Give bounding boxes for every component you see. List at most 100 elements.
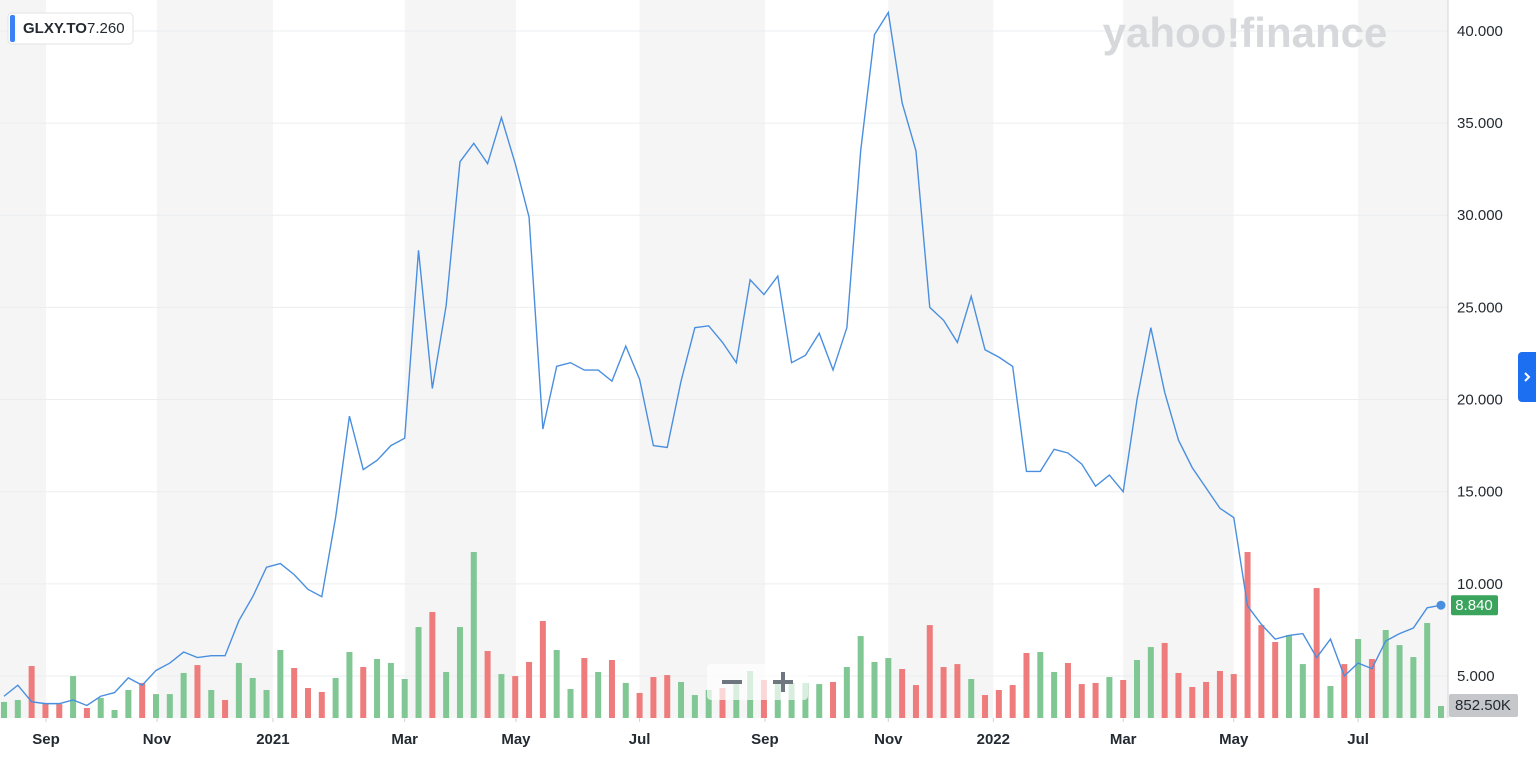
- volume-bar: [194, 665, 201, 718]
- volume-bar: [1341, 664, 1348, 718]
- x-tick-label: Nov: [143, 731, 172, 748]
- volume-bar: [995, 689, 1002, 718]
- volume-bar: [926, 625, 933, 718]
- price-line: [3, 10, 1442, 707]
- volume-bar: [97, 698, 104, 718]
- volume-bar: [885, 658, 892, 718]
- last-price-label: 8.840: [1455, 597, 1493, 614]
- volume-bar: [595, 671, 602, 718]
- volume-bar: [899, 669, 906, 718]
- last-price-tag: [1451, 595, 1498, 616]
- volume-bar: [1410, 657, 1417, 718]
- volume-bar: [374, 659, 381, 718]
- volume-bar: [526, 661, 533, 718]
- month-band: [888, 0, 994, 718]
- zoom-controls: [707, 664, 808, 700]
- volume-bar: [152, 694, 159, 718]
- volume-bar: [291, 668, 298, 718]
- volume-bar: [56, 704, 63, 718]
- side-panel-toggle[interactable]: [1518, 352, 1536, 402]
- volume-bar: [691, 695, 698, 718]
- quote: 7.260: [87, 20, 125, 37]
- volume-bar: [263, 689, 270, 718]
- last-volume-tag: [1449, 694, 1518, 717]
- volume-bar: [277, 650, 284, 718]
- month-band: [1358, 0, 1448, 718]
- volume-bar: [1313, 588, 1320, 718]
- volume-bar: [139, 682, 146, 718]
- volume-bar: [1216, 670, 1223, 718]
- month-band: [1123, 0, 1234, 718]
- x-tick-label: Sep: [751, 731, 779, 748]
- volume-bar: [1424, 622, 1431, 718]
- x-tick-label: Mar: [391, 731, 418, 748]
- volume-bar: [1134, 659, 1141, 718]
- x-tick-label: Sep: [32, 731, 60, 748]
- volume-bar: [401, 679, 408, 718]
- toggle-arrow[interactable]: [1524, 372, 1531, 382]
- volume-bar: [1189, 687, 1196, 718]
- volume-bar: [429, 611, 436, 718]
- volume-bar: [1023, 652, 1030, 718]
- zoom-in[interactable]: [773, 672, 793, 692]
- volume-bar: [1368, 659, 1375, 718]
- volume-bar: [498, 674, 505, 718]
- volume-bar: [1120, 679, 1127, 718]
- volume-bar: [1396, 645, 1403, 718]
- toggle-bg[interactable]: [1518, 352, 1536, 402]
- volume-bar: [1286, 635, 1293, 718]
- y-tick-label: 20.000: [1457, 392, 1503, 409]
- x-tick-label: Jul: [629, 731, 651, 748]
- volume-bar: [608, 659, 615, 718]
- last-point: [1436, 600, 1446, 610]
- volume-bar: [1355, 639, 1362, 718]
- volume-bar: [622, 682, 629, 718]
- volume-bar: [912, 685, 919, 718]
- volume-bar: [70, 676, 77, 718]
- y-tick-label: 10.000: [1457, 576, 1503, 593]
- volume-bar: [1106, 677, 1113, 718]
- volume-bar: [249, 678, 256, 718]
- volume-bar: [802, 682, 809, 718]
- x-tick-label: Nov: [874, 731, 903, 748]
- volume-bar: [539, 620, 546, 718]
- volume-bar: [1147, 647, 1154, 718]
- zoom-out[interactable]: [722, 680, 742, 684]
- volume-bar: [1382, 630, 1389, 718]
- volume-bar: [415, 627, 422, 718]
- x-tick-label: Mar: [1110, 731, 1137, 748]
- volume-bars: [1, 552, 1444, 718]
- volume-bar: [871, 661, 878, 718]
- volume-bar: [982, 695, 989, 718]
- volume-bar: [166, 694, 173, 718]
- month-band: [404, 0, 516, 718]
- volume-bar: [14, 699, 21, 718]
- volume-bar: [443, 671, 450, 718]
- symbol-color: [10, 15, 15, 42]
- volume-bar: [816, 684, 823, 718]
- volume-bar: [788, 682, 795, 718]
- volume-bar: [1203, 681, 1210, 718]
- volume-bar: [1272, 641, 1279, 718]
- symbol: GLXY.TO: [23, 20, 87, 37]
- volume-bar: [28, 666, 35, 718]
- month-bands: [0, 0, 1448, 718]
- volume-bar: [678, 681, 685, 718]
- volume-bar: [111, 709, 118, 718]
- volume-bar: [318, 691, 325, 718]
- volume-bar: [1051, 671, 1058, 718]
- volume-bar: [83, 708, 90, 718]
- volume-bar: [484, 650, 491, 718]
- volume-bar: [1078, 684, 1085, 718]
- volume-bar: [553, 650, 560, 718]
- volume-bar: [567, 688, 574, 718]
- month-band: [0, 0, 47, 718]
- x-tick-label: 2021: [256, 731, 289, 748]
- volume-bar: [42, 704, 49, 718]
- volume-bar: [1161, 642, 1168, 718]
- volume-bar: [1230, 674, 1237, 718]
- y-tick-label: 30.000: [1457, 207, 1503, 224]
- x-tick-label: May: [501, 731, 531, 748]
- volume-bar: [1064, 662, 1071, 718]
